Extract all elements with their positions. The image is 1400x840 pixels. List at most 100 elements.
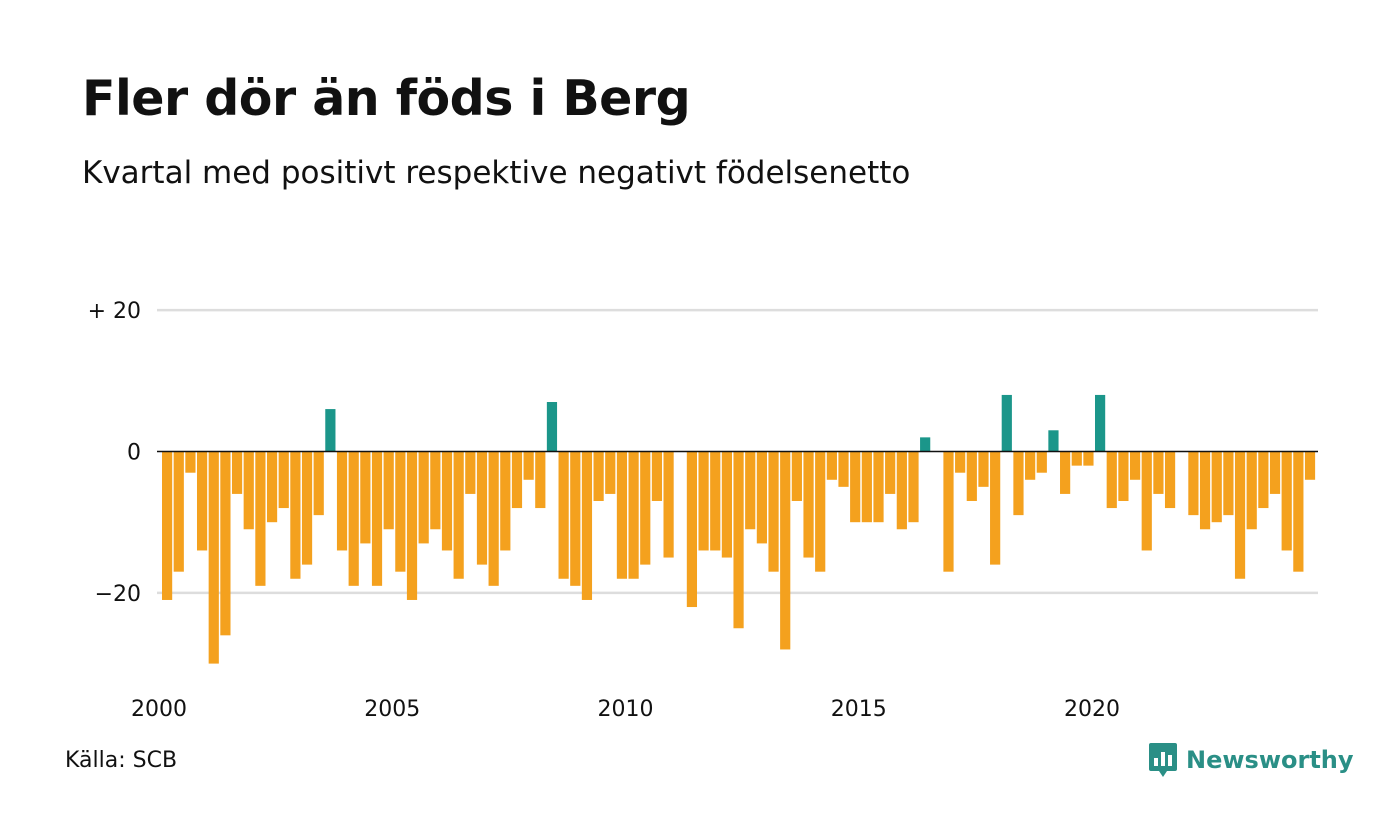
bar-2003-k2 [313,451,324,516]
bar-2015-k1 [861,451,872,523]
bar-2018-k3 [1025,451,1036,480]
bar-2003-k4 [336,451,348,551]
bar-2023-k3 [1258,451,1269,509]
newsworthy-chart-icon [1149,743,1177,777]
bar-2001-k3 [231,451,243,494]
bar-2008-k2 [546,402,558,452]
y-tick-label: 0 [127,441,141,466]
bar-2024-k2 [1293,451,1304,572]
bar-2012-k3 [745,451,756,530]
bar-2020-k3 [1118,451,1129,501]
bar-2024-k3 [1304,451,1316,480]
bar-2013-k2 [780,451,791,650]
bar-2022-k4 [1223,451,1234,516]
bar-2018-k2 [1013,451,1024,516]
bar-2011-k2 [686,451,698,608]
bar-2007-k3 [511,451,523,509]
bar-2004-k2 [360,451,371,544]
bar-2001-k2 [220,451,231,636]
chart-title: Fler dör än föds i Berg [82,70,691,127]
bar-2014-k3 [838,451,849,487]
bar-2010-k2 [640,451,651,565]
bar-2023-k1 [1234,451,1246,579]
bar-2007-k1 [488,451,499,586]
bar-2022-k1 [1188,451,1199,516]
bar-2010-k4 [663,451,674,558]
bar-2005-k4 [430,451,441,530]
chart-subtitle: Kvartal med positivt respektive negativt… [82,155,911,191]
bar-2003-k3 [325,409,336,452]
x-tick-label: 2020 [1064,697,1120,722]
newsworthy-logo[interactable]: Newsworthy [1148,742,1354,778]
bar-2001-k1 [208,451,219,664]
bar-2008-k1 [535,451,546,509]
bar-2012-k4 [756,451,767,544]
bar-2002-k1 [255,451,266,586]
bar-2013-k3 [791,451,802,501]
bar-2000-k3 [185,451,196,473]
bar-2005-k1 [395,451,406,572]
bar-2004-k1 [348,451,359,586]
y-axis-tick-labels: + 20 0 −20 [88,299,141,607]
x-tick-label: 2005 [364,697,420,722]
brand-name: Newsworthy [1186,746,1354,774]
bar-2006-k2 [453,451,464,579]
bar-2016-k4 [943,451,954,572]
bar-2019-k1 [1048,430,1059,452]
source-note: Källa: SCB [65,748,178,773]
bar-2022-k3 [1211,451,1222,523]
y-tick-label: −20 [95,582,141,607]
bar-2024-k1 [1281,451,1292,551]
bar-2022-k2 [1199,451,1211,530]
bar-2011-k3 [698,451,709,551]
bar-2006-k4 [476,451,488,565]
bar-2023-k2 [1246,451,1257,530]
bar-2020-k1 [1095,394,1106,452]
bar-2020-k2 [1106,451,1117,509]
bar-2010-k1 [628,451,639,579]
bar-2012-k2 [733,451,744,629]
bar-2015-k3 [885,451,896,494]
bar-2001-k4 [243,451,254,530]
bar-2015-k4 [896,451,907,530]
bar-2018-k4 [1036,451,1047,473]
bar-2017-k3 [978,451,989,487]
bar-2004-k4 [383,451,394,530]
bar-2019-k4 [1083,451,1094,466]
bar-2017-k2 [966,451,977,501]
bar-2007-k4 [523,451,534,480]
bar-2019-k3 [1071,451,1082,466]
x-tick-label: 2010 [598,697,654,722]
bar-2008-k4 [570,451,581,586]
bar-2017-k1 [955,451,966,473]
x-axis-tick-labels: 2000 2005 2010 2015 2020 [131,697,1120,722]
bar-2009-k4 [616,451,628,579]
x-tick-label: 2015 [831,697,887,722]
bar-2008-k3 [558,451,569,579]
x-tick-label: 2000 [131,697,187,722]
bar-2009-k2 [593,451,604,501]
bar-2014-k2 [826,451,837,480]
bar-2023-k4 [1269,451,1281,494]
bar-2002-k3 [278,451,289,509]
bar-2004-k3 [371,451,383,586]
bar-2000-k2 [173,451,184,572]
bar-2019-k2 [1060,451,1071,494]
bar-2006-k3 [465,451,476,494]
bar-2006-k1 [441,451,453,551]
bar-2009-k3 [605,451,616,494]
bars [162,394,1316,664]
bar-2002-k2 [266,451,278,523]
y-tick-label: + 20 [88,299,141,324]
bar-2016-k1 [908,451,919,523]
bar-2005-k2 [406,451,418,600]
bar-2000-k4 [196,451,208,551]
bar-2021-k3 [1164,451,1176,509]
bar-2013-k1 [768,451,779,572]
bar-2007-k2 [500,451,511,551]
bar-2017-k4 [990,451,1001,565]
bar-2018-k1 [1001,394,1012,452]
bar-2014-k1 [815,451,826,572]
bar-2009-k1 [581,451,593,600]
bar-2002-k4 [290,451,301,579]
